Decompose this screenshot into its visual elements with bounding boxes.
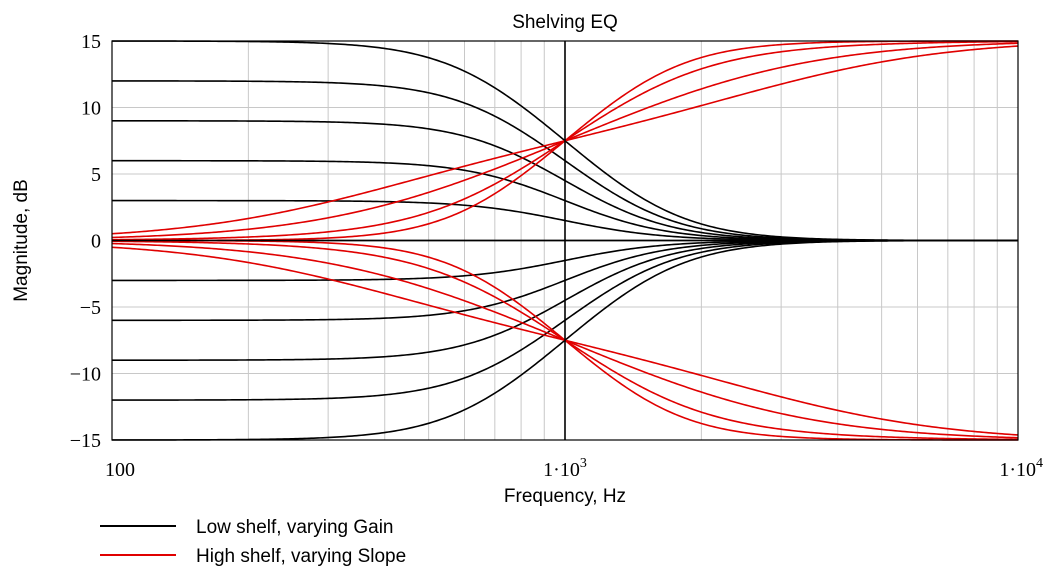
- x-tick-base: 100: [105, 459, 135, 481]
- y-tick-label: −15: [70, 430, 101, 452]
- x-tick-label: 1·103: [543, 456, 587, 481]
- x-tick-exponent: 4: [1036, 456, 1043, 471]
- y-tick-label: 5: [91, 164, 101, 186]
- x-tick-base: 1·10: [999, 459, 1036, 481]
- legend-label-low-shelf: Low shelf, varying Gain: [196, 517, 394, 538]
- x-tick-exponent: 3: [580, 456, 587, 471]
- plot-border: [111, 40, 1019, 441]
- x-tick-base: 1·10: [543, 459, 580, 481]
- x-tick-label: 100: [105, 459, 135, 481]
- plot-frame: [111, 40, 1019, 441]
- labels: Shelving EQ Frequency, Hz Magnitude, dB 15 1…: [11, 12, 1043, 507]
- y-tick-label: 15: [81, 31, 101, 53]
- legend: Low shelf, varying Gain High shelf, varyi…: [100, 517, 406, 567]
- x-axis-label: Frequency, Hz: [504, 486, 626, 507]
- y-tick-label: 10: [81, 98, 101, 120]
- y-axis-label: Magnitude, dB: [11, 179, 32, 302]
- y-tick-label: −10: [70, 364, 101, 386]
- chart-title: Shelving EQ: [512, 12, 618, 33]
- y-tick-label: 0: [91, 231, 101, 253]
- y-tick-label: −5: [80, 297, 101, 319]
- legend-label-high-shelf: High shelf, varying Slope: [196, 546, 406, 567]
- x-tick-label: 1·104: [999, 456, 1043, 481]
